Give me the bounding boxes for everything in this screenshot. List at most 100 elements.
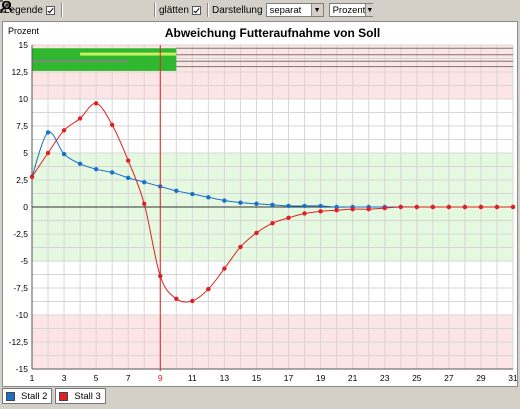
- x-tick-label: 7: [126, 373, 131, 383]
- data-point-stall-3: [29, 174, 35, 179]
- display-label: Darstellung: [211, 4, 263, 16]
- zoom-fit-icon[interactable]: [0, 0, 80, 17]
- data-point-stall-3: [286, 215, 291, 220]
- data-point-stall-2: [222, 198, 227, 203]
- toolbar-separator: [153, 3, 156, 17]
- display-select[interactable]: separat ▼: [265, 3, 324, 17]
- data-point-stall-3: [142, 201, 147, 206]
- x-tick-label: 15: [252, 373, 262, 383]
- y-tick-label: 10: [19, 94, 29, 104]
- data-point-stall-3: [302, 211, 307, 216]
- smooth-label: glätten: [158, 4, 189, 16]
- legend-swatch-stall-3: [59, 391, 69, 401]
- overview-line: [32, 60, 129, 63]
- data-point-stall-3: [77, 116, 83, 121]
- data-point-stall-3: [109, 122, 115, 128]
- y-tick-label: -2,5: [13, 229, 28, 239]
- y-tick-label: 0: [23, 202, 28, 212]
- x-tick-label: 23: [380, 373, 390, 383]
- x-tick-label: 1: [30, 373, 35, 383]
- x-tick-label: 5: [94, 373, 99, 383]
- data-point-stall-2: [286, 203, 291, 209]
- y-tick-label: -12,5: [9, 337, 29, 347]
- data-point-stall-3: [334, 208, 339, 213]
- y-tick-label: 2,5: [16, 175, 28, 185]
- data-point-stall-3: [190, 298, 195, 304]
- chevron-down-icon: ▼: [310, 4, 323, 16]
- x-tick-label: 25: [412, 373, 422, 383]
- legend-label-stall-2: Stall 2: [21, 390, 48, 402]
- zoom-horizontal-icon[interactable]: [0, 1, 97, 17]
- data-point-stall-3: [382, 205, 387, 211]
- overview-bar: [32, 48, 177, 71]
- x-tick-label: 21: [348, 373, 358, 383]
- legend-swatch-stall-2: [6, 391, 15, 401]
- data-point-stall-2: [109, 170, 115, 175]
- data-point-stall-3: [222, 266, 227, 271]
- data-point-stall-3: [126, 158, 131, 163]
- y-tick-label: 5: [23, 148, 28, 158]
- x-tick-label: 11: [188, 373, 197, 383]
- smooth-checkbox[interactable]: [191, 5, 201, 15]
- data-point-stall-3: [350, 206, 355, 212]
- y-tick-label: 7,5: [16, 121, 28, 131]
- legend-label-stall-3: Stall 3: [74, 390, 101, 402]
- data-point-stall-2: [302, 203, 307, 209]
- data-point-stall-3: [414, 204, 419, 210]
- legend-label: Legende: [4, 4, 43, 16]
- data-point-stall-2: [174, 188, 179, 193]
- data-point-stall-3: [45, 150, 51, 156]
- zoom-out-icon[interactable]: [0, 1, 148, 17]
- y-tick-label: -7,5: [13, 283, 28, 293]
- x-tick-label: 31: [508, 373, 517, 383]
- zoom-in-icon[interactable]: [0, 1, 131, 17]
- data-point-stall-2: [126, 175, 131, 181]
- data-point-stall-2: [206, 195, 211, 200]
- data-point-stall-3: [270, 221, 275, 226]
- data-point-stall-3: [174, 296, 179, 301]
- x-tick-label: 9: [158, 373, 163, 383]
- data-point-stall-3: [430, 204, 436, 210]
- legend-checkbox[interactable]: [45, 5, 55, 15]
- x-tick-label: 3: [62, 373, 67, 383]
- data-point-stall-2: [238, 200, 243, 205]
- data-point-stall-3: [494, 204, 500, 210]
- legend-item-stall-2[interactable]: Stall 2: [2, 388, 53, 404]
- y-tick-label: -10: [16, 310, 29, 320]
- data-point-stall-3: [61, 128, 67, 133]
- data-point-stall-3: [446, 204, 452, 210]
- toolbar-separator: [206, 3, 209, 17]
- data-point-stall-2: [318, 203, 323, 209]
- data-point-stall-3: [238, 244, 243, 250]
- data-point-stall-2: [61, 151, 67, 157]
- data-point-stall-3: [206, 286, 211, 292]
- x-tick-label: 29: [476, 373, 486, 383]
- y-axis-label: Prozent: [8, 26, 40, 36]
- data-point-stall-3: [462, 204, 468, 210]
- legend: Stall 2 Stall 3: [2, 388, 109, 406]
- data-point-stall-3: [366, 206, 371, 212]
- toolbar: Legende glätten Darstellung separat ▼ Pr…: [0, 0, 520, 20]
- data-point-stall-3: [254, 230, 259, 236]
- chart-svg[interactable]: Abweichung Futteraufnahme von Soll Prozen…: [3, 22, 517, 386]
- legend-item-stall-3[interactable]: Stall 3: [55, 388, 106, 404]
- x-tick-label: 13: [220, 373, 230, 383]
- data-point-stall-3: [93, 101, 99, 106]
- data-point-stall-2: [190, 191, 195, 197]
- data-point-stall-3: [318, 209, 323, 214]
- data-point-stall-2: [334, 204, 339, 210]
- unit-select[interactable]: Prozent ▼: [328, 3, 374, 17]
- toolbar-separator: [60, 3, 63, 17]
- data-point-stall-3: [478, 204, 484, 210]
- data-point-stall-3: [398, 204, 403, 210]
- data-point-stall-2: [93, 167, 99, 172]
- chart-panel: Abweichung Futteraufnahme von Soll Prozen…: [2, 21, 518, 387]
- data-point-stall-2: [270, 202, 275, 208]
- x-tick-label: 19: [316, 373, 326, 383]
- y-tick-label: -5: [20, 256, 28, 266]
- data-point-stall-3: [510, 204, 516, 210]
- data-point-stall-2: [77, 161, 83, 166]
- overview-highlight: [80, 52, 177, 56]
- zoom-vertical-icon[interactable]: [0, 1, 114, 17]
- data-point-stall-2: [45, 130, 51, 135]
